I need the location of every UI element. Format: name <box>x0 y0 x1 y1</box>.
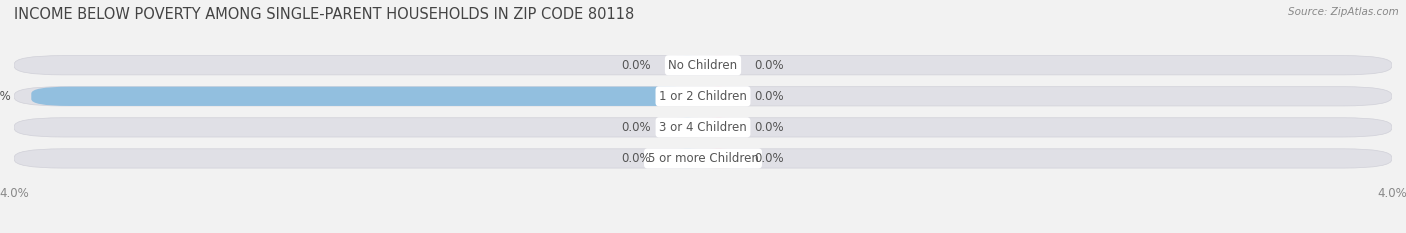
Text: 5 or more Children: 5 or more Children <box>648 152 758 165</box>
FancyBboxPatch shape <box>14 149 1392 168</box>
FancyBboxPatch shape <box>703 56 734 75</box>
FancyBboxPatch shape <box>703 149 734 168</box>
FancyBboxPatch shape <box>31 87 703 106</box>
FancyBboxPatch shape <box>672 149 703 168</box>
FancyBboxPatch shape <box>14 87 1392 106</box>
FancyBboxPatch shape <box>14 56 1392 75</box>
Text: 0.0%: 0.0% <box>755 152 785 165</box>
Text: 3.9%: 3.9% <box>0 90 11 103</box>
Text: INCOME BELOW POVERTY AMONG SINGLE-PARENT HOUSEHOLDS IN ZIP CODE 80118: INCOME BELOW POVERTY AMONG SINGLE-PARENT… <box>14 7 634 22</box>
Text: 0.0%: 0.0% <box>621 152 651 165</box>
Text: No Children: No Children <box>668 59 738 72</box>
Text: 3 or 4 Children: 3 or 4 Children <box>659 121 747 134</box>
FancyBboxPatch shape <box>14 118 1392 137</box>
Text: 0.0%: 0.0% <box>755 90 785 103</box>
FancyBboxPatch shape <box>672 56 703 75</box>
Text: Source: ZipAtlas.com: Source: ZipAtlas.com <box>1288 7 1399 17</box>
Text: 0.0%: 0.0% <box>755 121 785 134</box>
FancyBboxPatch shape <box>703 118 734 137</box>
Text: 0.0%: 0.0% <box>621 59 651 72</box>
FancyBboxPatch shape <box>672 118 703 137</box>
FancyBboxPatch shape <box>703 87 734 106</box>
Text: 1 or 2 Children: 1 or 2 Children <box>659 90 747 103</box>
Text: 0.0%: 0.0% <box>755 59 785 72</box>
Text: 0.0%: 0.0% <box>621 121 651 134</box>
